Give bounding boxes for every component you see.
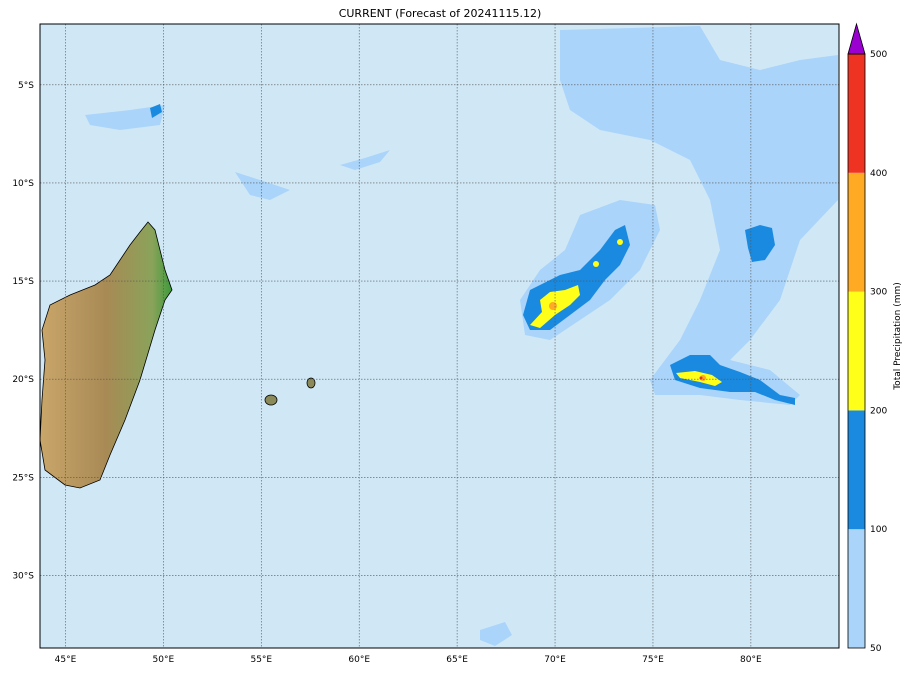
colorbar-segment bbox=[848, 54, 865, 173]
colorbar-extend-triangle bbox=[847, 22, 866, 55]
map-title: CURRENT (Forecast of 20241115.12) bbox=[339, 7, 542, 20]
lat-tick-label: 10°S bbox=[12, 179, 34, 189]
lon-tick-label: 50°E bbox=[153, 655, 175, 665]
lon-tick-label: 65°E bbox=[446, 655, 468, 665]
colorbar: 50 100 200 300 400 500 bbox=[847, 22, 887, 654]
lon-tick-label: 45°E bbox=[55, 655, 77, 665]
colorbar-tick-label: 100 bbox=[870, 525, 887, 535]
colorbar-segment bbox=[848, 172, 865, 292]
lat-tick-label: 25°S bbox=[12, 473, 34, 483]
colorbar-tick-label: 300 bbox=[870, 288, 887, 298]
lon-tick-label: 55°E bbox=[250, 655, 272, 665]
lat-tick-label: 15°S bbox=[12, 277, 34, 287]
colorbar-tick-label: 400 bbox=[870, 169, 887, 179]
colorbar-tick-label: 200 bbox=[870, 406, 887, 416]
map-area bbox=[40, 24, 839, 648]
precip-400-500 bbox=[699, 376, 703, 380]
reunion-island bbox=[264, 394, 278, 406]
mauritius-island bbox=[306, 377, 316, 389]
lat-tick-label: 20°S bbox=[12, 375, 34, 385]
lon-tick-label: 70°E bbox=[544, 655, 566, 665]
lon-tick-label: 60°E bbox=[348, 655, 370, 665]
gridlines bbox=[40, 24, 839, 648]
lat-tick-label: 30°S bbox=[12, 571, 34, 581]
colorbar-segment bbox=[848, 410, 865, 530]
colorbar-segment bbox=[848, 529, 865, 648]
map-frame bbox=[39, 23, 840, 649]
lat-tick-label: 5°S bbox=[18, 81, 34, 91]
lon-tick-label: 75°E bbox=[642, 655, 664, 665]
lon-tick-label: 80°E bbox=[740, 655, 762, 665]
colorbar-tick-label: 50 bbox=[870, 644, 882, 654]
colorbar-frame bbox=[847, 53, 866, 649]
colorbar-label: Total Precipitation (mm) bbox=[893, 282, 903, 391]
colorbar-tick-label: 500 bbox=[870, 50, 887, 60]
axis-ticks: 45°E 50°E 55°E 60°E 65°E 70°E 75°E 80°E 5°S 10°S 1… bbox=[12, 81, 762, 665]
colorbar-segment bbox=[848, 291, 865, 411]
